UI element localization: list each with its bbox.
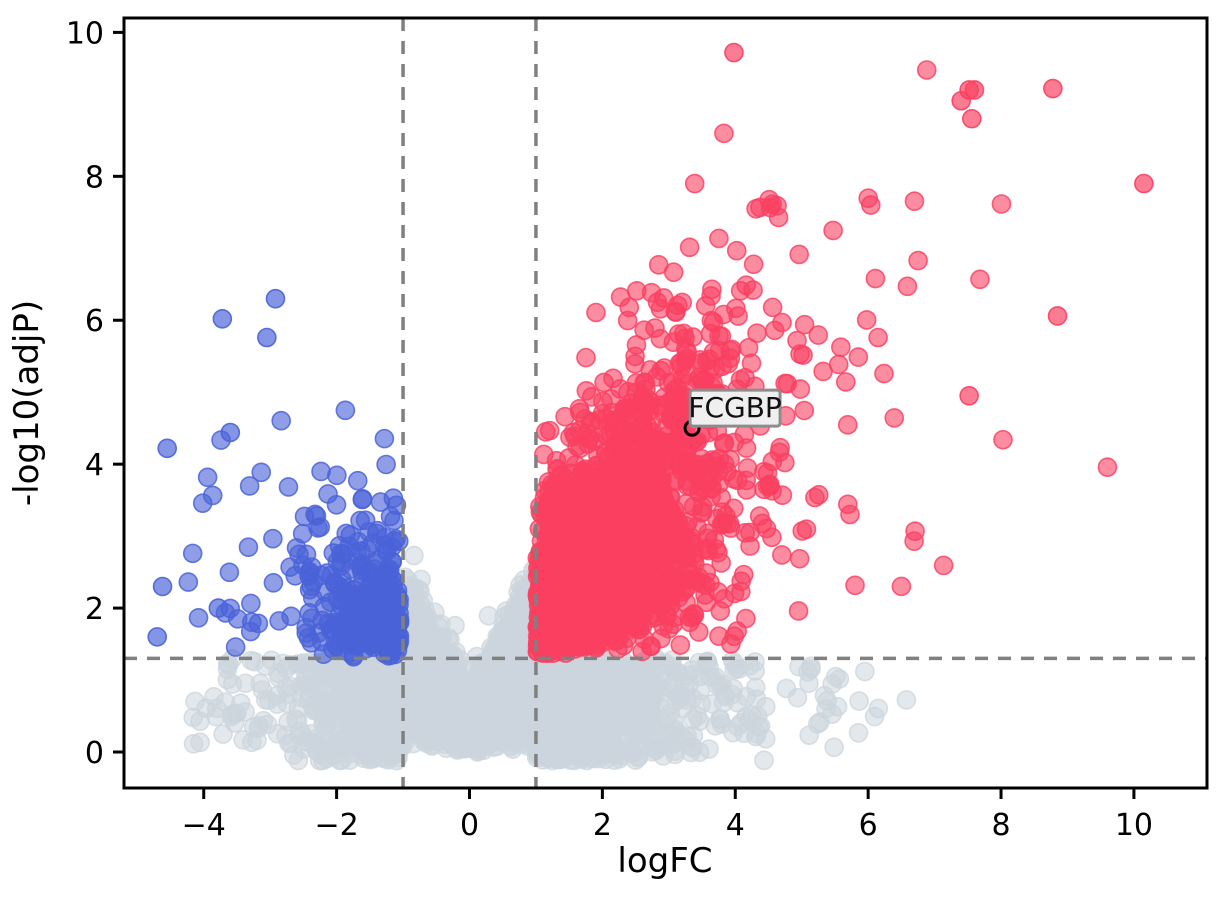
scatter-point [252, 680, 273, 700]
scatter-point [855, 661, 875, 682]
scatter-point [705, 715, 726, 736]
scatter-point [754, 750, 774, 771]
scatter-point [190, 732, 210, 753]
scatter-point [183, 707, 204, 728]
scatter-point [295, 731, 315, 752]
scatter-point [829, 669, 850, 689]
scatter-point [745, 652, 765, 672]
scatter-point [253, 710, 274, 731]
scatter-point [478, 605, 499, 626]
scatter-point [683, 726, 704, 746]
scatter-point [204, 687, 224, 707]
scatter-point [687, 706, 708, 727]
scatter-point [824, 737, 844, 758]
scatter-point [267, 694, 288, 714]
scatter-point [746, 689, 767, 709]
scatter-point [247, 730, 267, 750]
scatter-point [600, 678, 621, 699]
scatter-point [776, 678, 797, 699]
scatter-point [299, 684, 320, 705]
scatter-point [736, 706, 756, 727]
scatter-point [755, 728, 776, 749]
scatter-point [807, 714, 828, 734]
scatter-point [671, 685, 692, 706]
scatter-point [267, 724, 288, 744]
scatter-point [217, 659, 238, 679]
scatter-point [896, 690, 917, 710]
scatter-point [222, 704, 242, 725]
scatter-point [849, 691, 869, 711]
scatter-point [848, 722, 869, 743]
scatter-point [288, 750, 309, 771]
scatter-point [185, 691, 205, 712]
scatter-point [404, 545, 424, 566]
scatter-point [329, 666, 350, 687]
scatter-point [662, 656, 683, 677]
scatter-point [642, 704, 662, 724]
scatter-point [864, 706, 885, 727]
